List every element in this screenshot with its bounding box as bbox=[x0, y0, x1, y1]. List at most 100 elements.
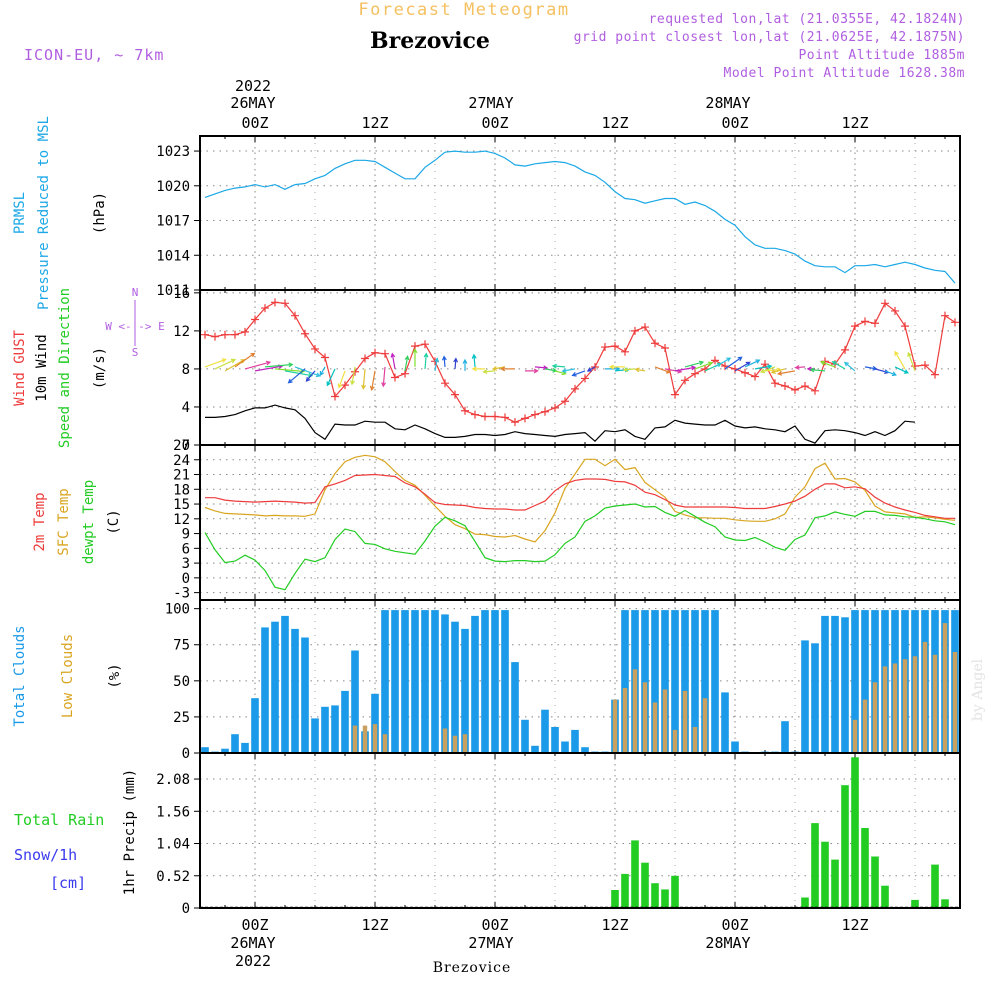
panel-frame bbox=[199, 752, 961, 909]
wind-direction-arrow bbox=[754, 364, 773, 370]
gust-marker bbox=[401, 369, 409, 378]
total-cloud-bar bbox=[231, 734, 239, 753]
gust-marker bbox=[201, 330, 209, 339]
total-cloud-bar bbox=[571, 729, 579, 753]
total-cloud-bar bbox=[511, 662, 519, 753]
low-cloud-bar bbox=[462, 734, 468, 753]
gust-marker bbox=[901, 322, 909, 331]
y-tick-label: 9 bbox=[182, 527, 190, 543]
wind-direction-arrow bbox=[809, 367, 826, 373]
y-tick-label: 75 bbox=[173, 638, 190, 654]
total-cloud-bar bbox=[441, 614, 449, 753]
total-cloud-bar bbox=[871, 610, 879, 753]
rain-bar bbox=[881, 885, 889, 908]
total-cloud-bar bbox=[531, 745, 539, 753]
rain-bar bbox=[811, 823, 819, 908]
total-cloud-bar bbox=[641, 610, 649, 753]
top-hour-label: 00Z bbox=[481, 114, 508, 132]
total-cloud-bar bbox=[291, 628, 299, 753]
gust-marker bbox=[651, 339, 659, 348]
low-cloud-bar bbox=[612, 699, 618, 753]
gust-marker bbox=[251, 315, 259, 324]
wind-direction-arrow bbox=[234, 352, 256, 368]
wind-direction-arrow bbox=[244, 360, 272, 370]
y-tick-label: 21 bbox=[173, 468, 190, 484]
wind-speed-line bbox=[205, 404, 916, 444]
rain-bar bbox=[611, 890, 619, 908]
total-cloud-bar bbox=[201, 747, 209, 753]
wind-direction-arrow bbox=[831, 361, 846, 370]
total-cloud-bar bbox=[371, 693, 379, 753]
low-cloud-bar bbox=[922, 641, 928, 753]
gust-marker bbox=[501, 413, 509, 422]
gust-marker bbox=[311, 344, 319, 353]
wind-direction-arrow bbox=[724, 356, 743, 370]
p5-label-snow: Snow/1h bbox=[14, 846, 77, 864]
wind-direction-arrow bbox=[434, 357, 440, 372]
total-cloud-bar bbox=[381, 610, 389, 753]
panel-frame bbox=[199, 289, 961, 446]
wind-direction-arrow bbox=[843, 361, 856, 372]
wind-direction-arrow bbox=[634, 367, 646, 373]
wind-direction-arrow bbox=[482, 369, 496, 375]
wind-direction-arrow bbox=[412, 348, 418, 367]
p5-label-rain: Total Rain bbox=[14, 811, 104, 829]
wind-direction-arrow bbox=[534, 365, 549, 371]
total-cloud-bar bbox=[401, 610, 409, 753]
wind-direction-arrow bbox=[770, 368, 786, 374]
y-tick-label: 6 bbox=[182, 541, 190, 557]
y-tick-label: 0 bbox=[182, 746, 190, 762]
gust-marker bbox=[691, 369, 699, 378]
wind-direction-arrow bbox=[471, 366, 485, 372]
total-cloud-bar bbox=[831, 615, 839, 753]
wind-direction-arrow bbox=[337, 370, 346, 389]
gust-marker bbox=[391, 373, 399, 382]
y-tick-label: 0.52 bbox=[156, 869, 190, 885]
bottom-hour-label: 00Z bbox=[721, 916, 748, 934]
low-cloud-bar bbox=[692, 727, 698, 753]
low-cloud-bar bbox=[652, 702, 658, 753]
low-cloud-bar bbox=[442, 728, 448, 753]
y-tick-label: 1.04 bbox=[156, 837, 190, 853]
rain-bar bbox=[631, 840, 639, 908]
gust-marker bbox=[221, 330, 229, 339]
low-cloud-bar bbox=[452, 735, 458, 753]
wind-direction-arrow bbox=[819, 360, 836, 368]
gust-marker bbox=[741, 368, 749, 377]
wind-direction-arrow bbox=[744, 359, 761, 368]
top-title: Forecast Meteogram bbox=[358, 0, 569, 20]
rain-bar bbox=[641, 862, 649, 908]
gust-marker bbox=[751, 372, 759, 381]
total-cloud-bar bbox=[621, 610, 629, 753]
panel-5: 2.08 1.56 1.04 0.52 0 bbox=[156, 753, 960, 917]
rain-bar bbox=[621, 873, 629, 908]
gust-marker bbox=[791, 385, 799, 394]
total-cloud-bar bbox=[491, 610, 499, 753]
wind-direction-arrow bbox=[350, 366, 356, 386]
rain-bar bbox=[871, 856, 879, 908]
y-tick-label: 4 bbox=[182, 400, 190, 416]
gust-marker bbox=[301, 329, 309, 338]
total-cloud-bar bbox=[261, 627, 269, 753]
total-cloud-bar bbox=[581, 747, 589, 753]
total-cloud-bar bbox=[861, 610, 869, 753]
gust-marker bbox=[581, 374, 589, 383]
top-day2: 27MAY bbox=[468, 94, 513, 112]
gust-marker bbox=[571, 384, 579, 393]
gust-marker bbox=[381, 349, 389, 358]
dewpt-temp-line bbox=[204, 503, 956, 591]
total-cloud-bar bbox=[721, 692, 729, 753]
wind-direction-arrow bbox=[441, 355, 447, 367]
wind-direction-arrow bbox=[544, 367, 558, 373]
wind-direction-arrow bbox=[274, 368, 306, 374]
temp-2m-line bbox=[205, 473, 955, 519]
rain-bar bbox=[841, 785, 849, 908]
low-cloud-bar bbox=[702, 698, 708, 753]
wind-direction-arrow bbox=[894, 350, 906, 370]
gust-marker bbox=[441, 379, 449, 388]
gust-marker bbox=[951, 318, 959, 327]
bottom-year: 2022 bbox=[235, 952, 271, 970]
rain-bar bbox=[801, 897, 809, 908]
total-cloud-bar bbox=[351, 650, 359, 753]
total-cloud-bar bbox=[271, 621, 279, 753]
